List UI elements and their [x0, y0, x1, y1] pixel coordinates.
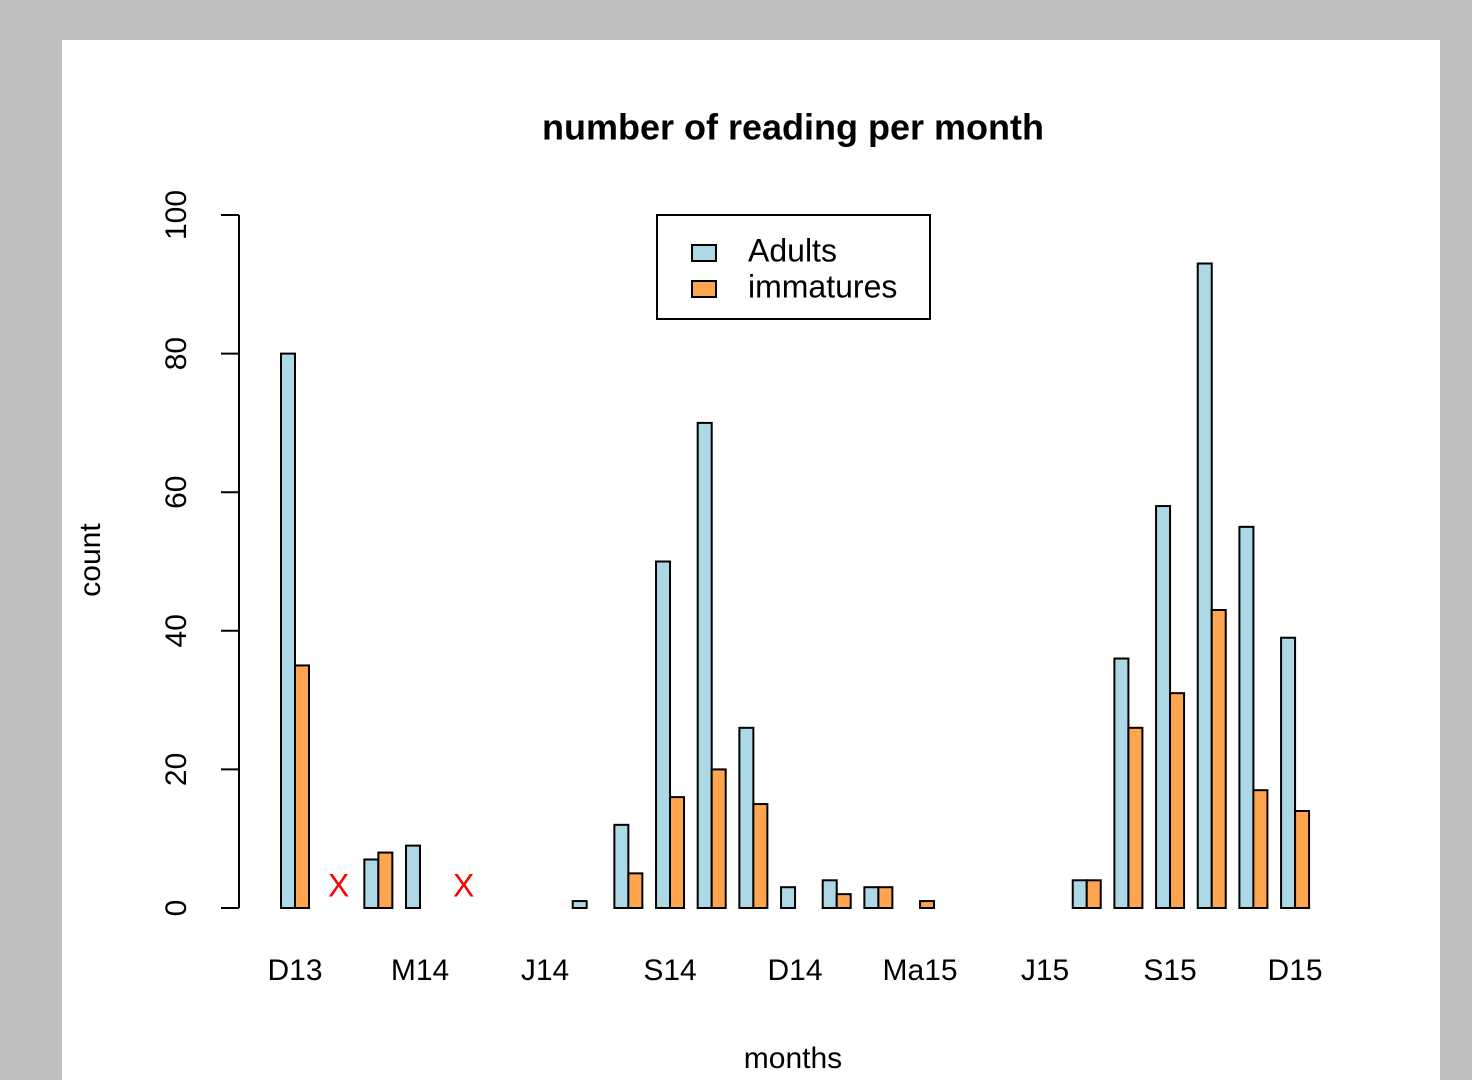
x-tick-label: J14 — [521, 954, 569, 987]
bar — [752, 803, 769, 909]
bar — [919, 900, 936, 910]
bar — [877, 886, 894, 910]
legend-label: immatures — [748, 268, 897, 304]
x-tick-label: S15 — [1143, 954, 1196, 987]
x-tick-label: Ma15 — [883, 954, 958, 987]
legend-label: Adults — [748, 232, 837, 268]
x-tick-label: D13 — [267, 954, 322, 987]
bar — [863, 886, 880, 910]
missing-marker: X — [453, 867, 474, 903]
bar — [377, 851, 394, 909]
bar — [835, 893, 852, 910]
x-tick-label: D15 — [1268, 954, 1323, 987]
legend-box — [656, 214, 931, 320]
bar — [1294, 809, 1311, 909]
bar — [571, 900, 588, 910]
bar — [1127, 726, 1144, 909]
bar — [821, 879, 838, 910]
bar — [1155, 505, 1172, 909]
y-tick-label: 80 — [160, 337, 193, 370]
bar — [1210, 609, 1227, 909]
bar — [1085, 879, 1102, 910]
legend-swatch — [691, 244, 717, 262]
bar — [280, 352, 296, 910]
plot-panel — [62, 40, 1440, 1080]
y-axis-label: count — [74, 523, 107, 597]
bar — [710, 768, 727, 910]
y-tick-label: 60 — [160, 476, 193, 509]
y-tick-label: 20 — [160, 753, 193, 786]
x-tick-label: M14 — [391, 954, 449, 987]
bar — [738, 726, 755, 909]
bar — [780, 886, 797, 910]
x-tick-label: S14 — [643, 954, 696, 987]
bar — [294, 664, 310, 910]
bar — [405, 844, 422, 910]
y-tick-label: 40 — [160, 614, 193, 647]
bar — [1196, 262, 1213, 909]
y-tick-label: 0 — [160, 900, 193, 917]
bar — [696, 421, 713, 909]
chart-title: number of reading per month — [542, 107, 1044, 148]
bar — [627, 872, 644, 909]
bar — [1113, 657, 1130, 910]
x-tick-label: D14 — [768, 954, 823, 987]
bar — [613, 823, 630, 910]
legend-swatch — [691, 280, 717, 298]
bar — [1169, 692, 1186, 909]
x-axis-label: months — [744, 1042, 842, 1075]
missing-marker: X — [328, 867, 349, 903]
bar — [1238, 525, 1255, 909]
y-tick-label: 100 — [160, 190, 193, 240]
bar — [1280, 636, 1297, 909]
bar — [1071, 879, 1088, 910]
bar — [655, 560, 672, 909]
bar — [1252, 789, 1269, 909]
x-tick-label: J15 — [1021, 954, 1069, 987]
bar — [669, 796, 686, 909]
bar — [363, 858, 380, 909]
